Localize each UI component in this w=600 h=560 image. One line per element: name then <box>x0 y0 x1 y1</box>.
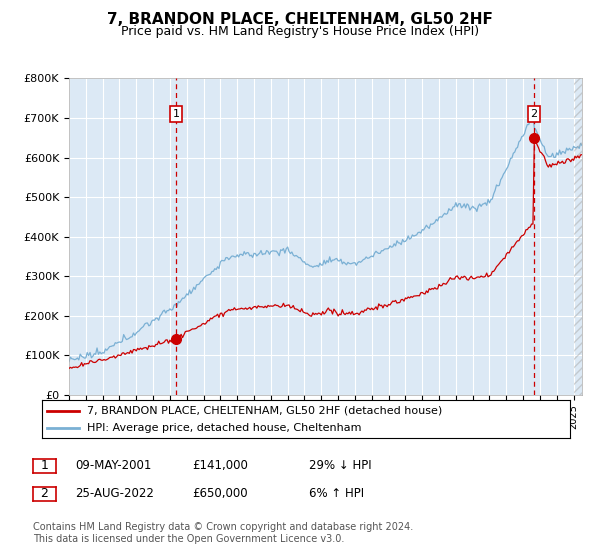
Text: 2: 2 <box>530 109 538 119</box>
Text: 09-MAY-2001: 09-MAY-2001 <box>75 459 151 473</box>
Text: 7, BRANDON PLACE, CHELTENHAM, GL50 2HF (detached house): 7, BRANDON PLACE, CHELTENHAM, GL50 2HF (… <box>87 405 442 416</box>
Text: 7, BRANDON PLACE, CHELTENHAM, GL50 2HF: 7, BRANDON PLACE, CHELTENHAM, GL50 2HF <box>107 12 493 27</box>
Text: £141,000: £141,000 <box>192 459 248 473</box>
Text: Price paid vs. HM Land Registry's House Price Index (HPI): Price paid vs. HM Land Registry's House … <box>121 25 479 38</box>
Text: £650,000: £650,000 <box>192 487 248 501</box>
Text: 29% ↓ HPI: 29% ↓ HPI <box>309 459 371 473</box>
Text: HPI: Average price, detached house, Cheltenham: HPI: Average price, detached house, Chel… <box>87 423 361 433</box>
Text: Contains HM Land Registry data © Crown copyright and database right 2024.
This d: Contains HM Land Registry data © Crown c… <box>33 522 413 544</box>
Text: 6% ↑ HPI: 6% ↑ HPI <box>309 487 364 501</box>
Text: 1: 1 <box>40 459 49 473</box>
Text: 25-AUG-2022: 25-AUG-2022 <box>75 487 154 501</box>
Text: 1: 1 <box>173 109 179 119</box>
Text: 2: 2 <box>40 487 49 501</box>
